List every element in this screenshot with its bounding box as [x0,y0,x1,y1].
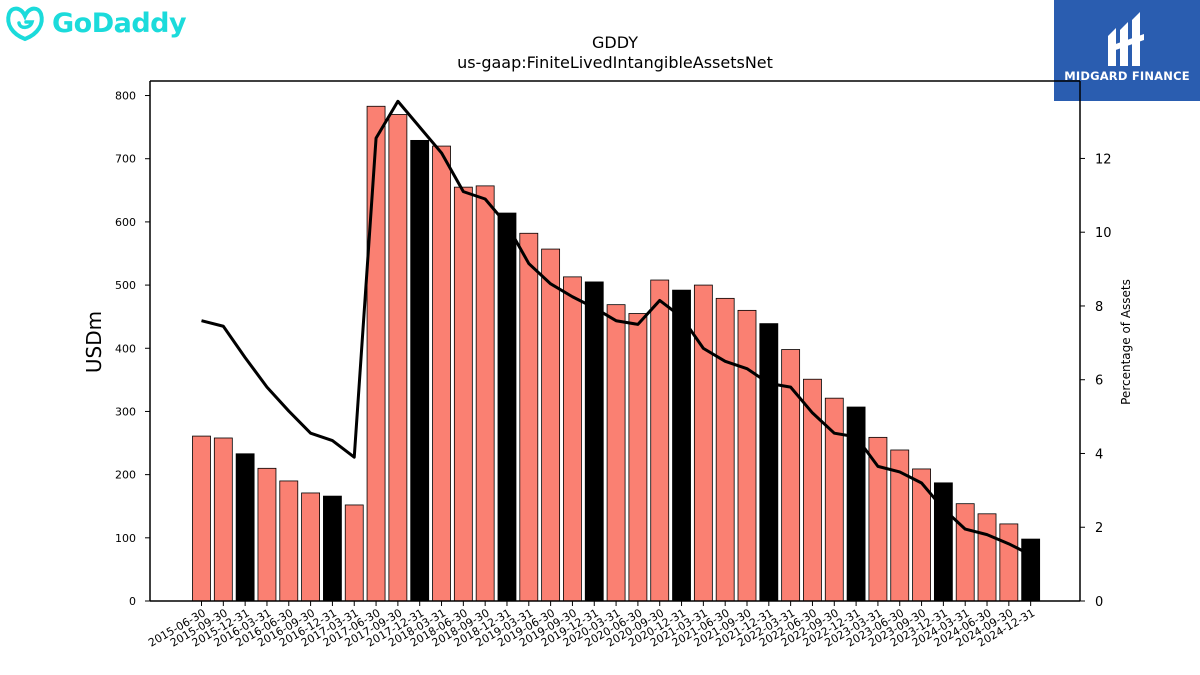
midgard-mark-icon [1108,12,1144,66]
midgard-finance-logo: MIDGARD FINANCE [1054,0,1200,101]
y-tick-label: 0 [129,595,136,608]
y-tick-label: 200 [115,469,136,482]
bar-2024-12-31 [1021,538,1041,602]
bar-2015-06-30 [192,435,211,602]
bar-2018-09-30 [475,185,495,602]
bar-2021-03-31 [693,284,713,602]
midgard-finance-wordmark: MIDGARD FINANCE [1064,69,1190,83]
godaddy-wordmark: GoDaddy [52,7,187,39]
godaddy-logo: GoDaddy [4,4,187,42]
bar-2024-03-31 [955,503,975,602]
bar-2017-06-30 [366,105,386,602]
y2-tick-label: 10 [1095,226,1112,241]
y2-tick-label: 0 [1095,595,1103,610]
bar-2023-03-31 [868,436,888,602]
y2-tick-label: 6 [1095,374,1103,389]
bar-2015-12-31 [235,453,255,602]
bar-2017-09-30 [388,114,408,602]
y-tick-label: 800 [115,90,136,103]
bar-2024-06-30 [977,513,997,602]
bar-2020-09-30 [650,279,670,602]
bar-2020-12-31 [672,289,691,602]
bar-2021-12-31 [759,323,779,602]
godaddy-mark-icon [6,6,44,42]
y2-tick-label: 12 [1095,152,1112,167]
chart-subtitle: us-gaap:FiniteLivedIntangibleAssetsNet [457,53,773,72]
y-tick-label: 100 [115,532,136,545]
y2-tick-label: 8 [1095,300,1103,315]
bar-2016-12-31 [323,495,342,602]
bar-2018-06-30 [453,186,473,602]
bar-2019-06-30 [541,248,561,602]
bar-2021-06-30 [715,297,735,602]
bar-2017-12-31 [410,139,430,602]
bar-2018-12-31 [497,212,517,602]
bar-2018-03-31 [432,145,451,602]
bar-2019-09-30 [563,276,582,602]
bar-2016-06-30 [279,480,299,602]
y-tick-label: 300 [115,405,136,418]
bar-2019-12-31 [584,281,604,602]
y-tick-label: 400 [115,342,136,355]
bar-2016-03-31 [257,467,277,602]
y2-axis-label: Percentage of Assets [1119,279,1133,405]
bar-2024-09-30 [999,523,1019,602]
bar-2020-06-30 [628,313,648,602]
bar-2015-09-30 [213,437,233,602]
bar-2021-09-30 [737,309,757,602]
y2-tick-label: 4 [1095,447,1103,462]
bar-2017-03-31 [344,504,364,602]
y2-tick-label: 2 [1095,521,1103,536]
y-tick-label: 700 [115,153,136,166]
y-tick-label: 600 [115,216,136,229]
chart-title: GDDY [592,33,638,52]
bar-2016-09-30 [301,492,321,602]
bar-2019-03-31 [519,232,539,602]
y-tick-label: 500 [115,279,136,292]
bar-2020-03-31 [606,304,626,602]
y-axis-label: USDm [82,311,106,373]
